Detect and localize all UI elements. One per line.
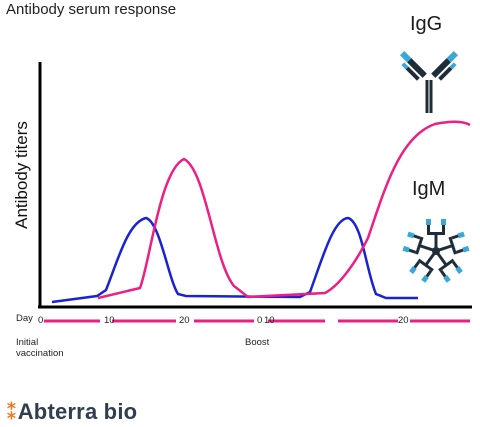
figure-title: Antibody serum response [6,1,177,18]
tick-label-boost-0: 0 [257,315,263,326]
igm-arm [436,252,463,283]
brand-mark-icon: ⁑ [6,399,18,424]
tick-label-20: 20 [179,315,190,326]
tick-label-10: 10 [104,315,115,326]
igg-response-curve [97,120,471,300]
brand-prefix: Ab [17,399,48,424]
igm-label: IgM [412,178,446,200]
igm-antibody-icon [402,219,470,283]
igm-arm [409,252,436,283]
igm-arm [402,231,434,255]
boost-label: Boost [245,337,270,348]
day-label: Day [16,313,33,324]
tick-label-0: 0 [38,315,44,326]
tick-label-boost-20: 20 [398,315,409,326]
igg-label: IgG [410,13,443,35]
abterra-bio-logo: ⁑Abterra bio [6,399,137,425]
igg-antibody-icon [400,51,458,113]
brand-suffix: terra bio [47,399,138,424]
igm-arm [438,231,470,255]
initial-vaccination-label: Initial vaccination [16,337,64,359]
tick-label-boost-10: 10 [264,315,275,326]
igm-arm [426,219,446,248]
igm-center [432,247,440,255]
igm-response-curve [51,216,418,304]
